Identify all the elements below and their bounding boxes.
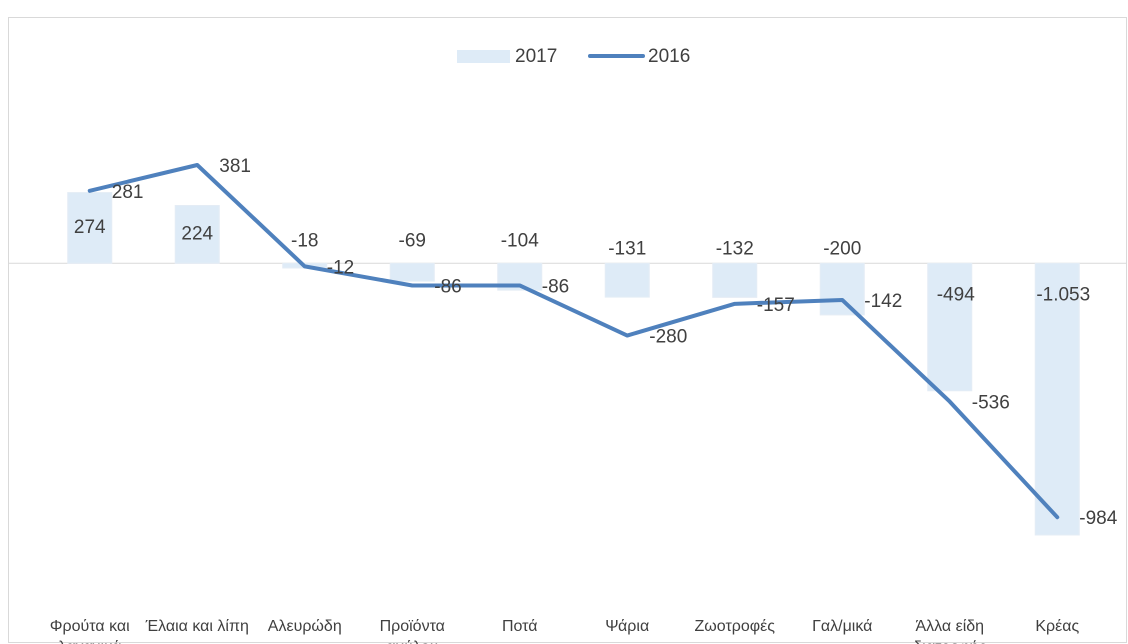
bar — [819, 262, 865, 316]
legend-label: 2017 — [515, 46, 557, 67]
bar — [927, 262, 973, 392]
chart-border — [8, 17, 1127, 643]
legend-swatch — [457, 50, 510, 63]
x-tick-label: Ζωοτροφές — [694, 618, 775, 635]
line — [87, 163, 1060, 520]
data-label: -104 — [501, 230, 539, 251]
bar — [1034, 262, 1080, 536]
bar — [604, 262, 650, 298]
x-tick-label: Γαλ/μικά — [812, 618, 873, 635]
bar — [174, 205, 220, 264]
data-label: -142 — [864, 291, 902, 312]
data-label: -132 — [716, 238, 754, 259]
data-label: 281 — [112, 182, 144, 203]
bar — [389, 262, 435, 282]
data-label: -86 — [434, 277, 461, 298]
data-label: -131 — [608, 238, 646, 259]
data-label: -984 — [1079, 508, 1117, 529]
data-label: -18 — [291, 230, 318, 251]
data-label: -157 — [757, 295, 795, 316]
x-tick-label: Έλαια και λίπη — [145, 618, 249, 635]
x-tick-label: Προϊόντα αμύλου — [379, 618, 445, 644]
legend-label: 2016 — [648, 46, 690, 67]
data-label: -12 — [327, 257, 354, 278]
data-label: 381 — [219, 156, 251, 177]
bar — [67, 192, 113, 264]
data-label: -200 — [823, 238, 861, 259]
data-label: -536 — [972, 393, 1010, 414]
x-tick-label: Ποτά — [501, 618, 538, 635]
data-label: -280 — [649, 327, 687, 348]
bar — [712, 262, 758, 298]
data-label: -1.053 — [1036, 284, 1090, 305]
data-label: -494 — [937, 284, 975, 305]
x-tick-label: Κρέας — [1035, 618, 1080, 635]
data-label: -86 — [542, 277, 569, 298]
data-label: 224 — [181, 223, 213, 244]
data-label: -69 — [399, 230, 426, 251]
x-tick-label: Άλλα είδη διατροφής — [913, 618, 986, 644]
x-tick-label: Ψάρια — [605, 618, 650, 635]
x-tick-label: Φρούτα και λαχανικά — [49, 618, 130, 644]
x-tick-label: Αλευρώδη — [267, 618, 342, 635]
data-label: 274 — [74, 217, 106, 238]
